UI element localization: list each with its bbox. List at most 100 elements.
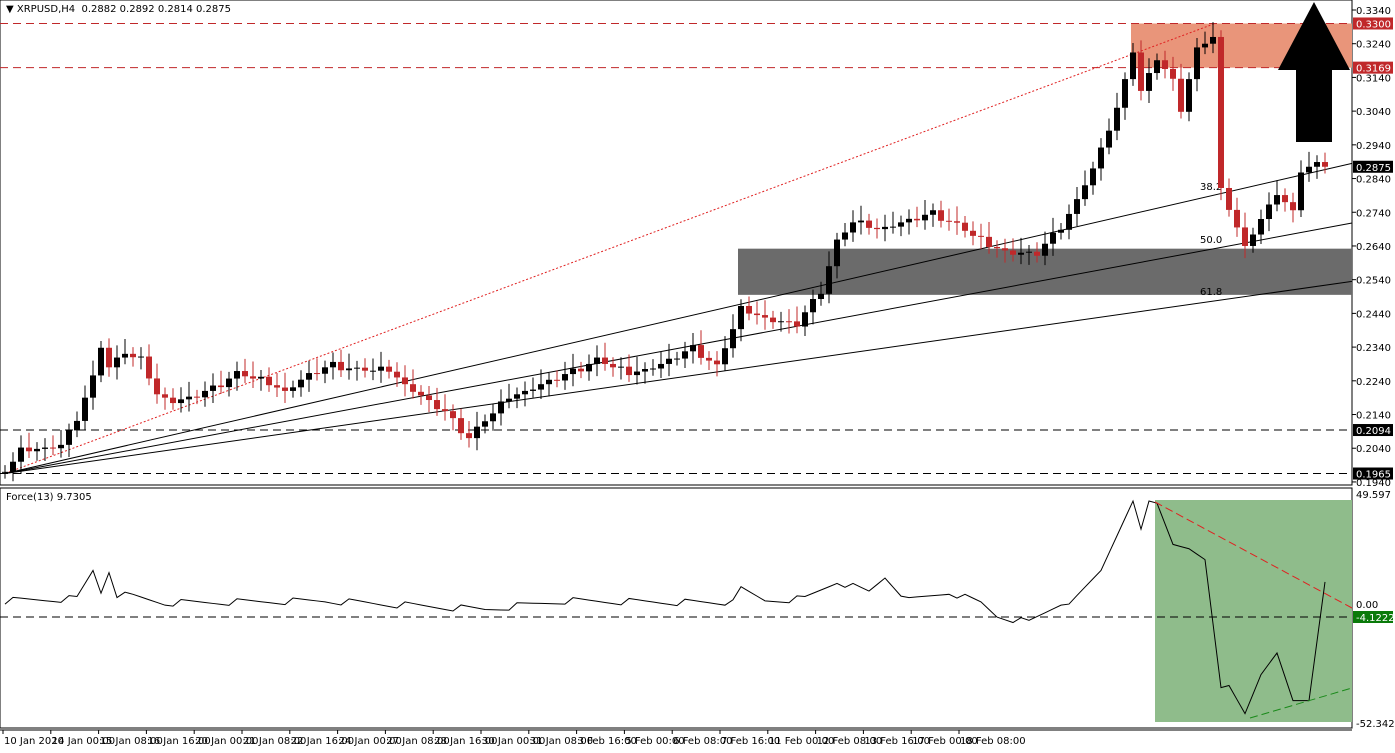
chart-title: ▼ XRPUSD,H4 0.2882 0.2892 0.2814 0.2875 (6, 4, 231, 15)
candle-body (1002, 248, 1008, 251)
time-axis-label: 21 Jan 08:00 (243, 736, 306, 747)
candle-body (1242, 227, 1248, 246)
up-arrow-icon (1278, 2, 1350, 142)
candle-body (874, 227, 880, 230)
candle-body (1226, 187, 1232, 210)
candle-body (1074, 199, 1080, 214)
time-axis-label: 17 Feb 00:00 (912, 736, 978, 747)
candle-body (1266, 204, 1272, 220)
candle-body (1290, 202, 1296, 211)
price-axis-label: 0.2140 (1356, 411, 1391, 422)
candle-body (562, 374, 568, 381)
price-axis-label: 0.3240 (1356, 40, 1391, 51)
candle-body (938, 210, 944, 221)
candle-body (1154, 60, 1160, 74)
price-tag-label: 0.3169 (1356, 64, 1391, 75)
indicator-label: Force(13) 9.7305 (6, 492, 92, 503)
candle-body (1298, 172, 1304, 211)
candle-body (1090, 168, 1096, 186)
price-axis-label: 0.2240 (1356, 377, 1391, 388)
candle-body (762, 315, 768, 318)
candle-body (490, 413, 496, 422)
candle-body (818, 293, 824, 300)
candle-body (18, 447, 24, 462)
candle-body (706, 357, 712, 361)
trend-line-red (4, 23, 1216, 474)
fibonacci-fan-line (4, 162, 1353, 474)
candle-body (1082, 185, 1088, 200)
candle-body (10, 461, 16, 472)
candle-body (746, 305, 752, 314)
candle-body (498, 401, 504, 414)
price-axis-label: 0.3340 (1356, 6, 1391, 17)
candle-body (202, 390, 208, 398)
candle-body (362, 367, 368, 371)
time-axis-label: 14 Jan 00:00 (52, 736, 115, 747)
candle-body (1234, 209, 1240, 228)
force-index-line (4, 499, 1326, 715)
candle-body (1146, 73, 1152, 91)
price-tag (1353, 467, 1393, 480)
candle-body (754, 313, 760, 316)
candle-body (138, 356, 144, 358)
candle-body (658, 363, 664, 369)
candle-body (570, 368, 576, 375)
candle-body (178, 399, 184, 404)
candle-body (1010, 250, 1016, 255)
candle-body (842, 232, 848, 240)
candle-body (194, 396, 200, 398)
candle-body (1138, 52, 1144, 91)
candle-body (314, 373, 320, 375)
candle-body (378, 366, 384, 371)
candle-body (802, 312, 808, 327)
candle-body (466, 433, 472, 439)
price-axis-label: 0.3140 (1356, 73, 1391, 84)
fibonacci-fan-line (4, 222, 1353, 475)
time-axis-label: 16 Jan 16:00 (147, 736, 210, 747)
candle-body (1018, 252, 1024, 255)
candle-body (442, 409, 448, 412)
price-tag (1353, 424, 1393, 437)
candle-body (90, 375, 96, 398)
candle-body (578, 368, 584, 372)
indicator-axis-label: 0.00 (1356, 600, 1378, 611)
candle-body (410, 384, 416, 392)
candle-body (426, 395, 432, 401)
candle-body (250, 376, 256, 379)
candle-body (1130, 52, 1136, 80)
candle-body (170, 397, 176, 404)
candle-body (618, 366, 624, 368)
candle-body (386, 366, 392, 372)
time-axis-label: 3 Feb 16:00 (578, 736, 637, 747)
candle-body (538, 384, 544, 390)
candle-body (602, 357, 608, 364)
price-tag-label: 0.2094 (1356, 426, 1391, 437)
time-axis-label: 22 Jan 16:00 (291, 736, 354, 747)
candle-body (826, 266, 832, 294)
candle-body (594, 357, 600, 364)
candle-body (1106, 130, 1112, 148)
candle-body (906, 218, 912, 223)
candle-body (450, 411, 456, 419)
candle-body (778, 321, 784, 323)
candle-body (306, 373, 312, 380)
candle-body (610, 363, 616, 368)
indicator-axis-label: -52.3426 (1356, 719, 1395, 730)
time-axis-label: 27 Jan 08:00 (386, 736, 449, 747)
price-axis-label: 0.2440 (1356, 309, 1391, 320)
time-axis-label: 15 Jan 08:00 (100, 736, 163, 747)
candle-body (898, 222, 904, 227)
candle-body (266, 376, 272, 386)
candle-body (890, 226, 896, 228)
candle-body (42, 447, 48, 449)
price-pane (0, 0, 1353, 486)
candle-body (834, 239, 840, 267)
ohlc-values: 0.2882 0.2892 0.2814 0.2875 (81, 4, 232, 15)
candle-body (1162, 60, 1168, 69)
candle-body (82, 397, 88, 421)
fib-label: 61.8 (1200, 287, 1222, 298)
candle-body (418, 391, 424, 396)
candle-body (1194, 47, 1200, 80)
candle-body (922, 214, 928, 221)
